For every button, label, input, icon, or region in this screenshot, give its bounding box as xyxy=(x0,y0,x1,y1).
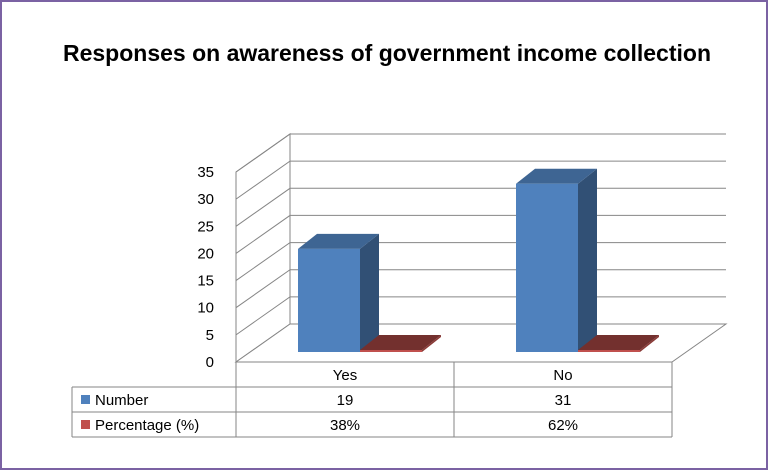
bar-top xyxy=(298,233,379,249)
y-tick-label: 25 xyxy=(197,218,214,235)
bar-number xyxy=(298,248,360,352)
x-category-label: No xyxy=(553,367,572,384)
y-tick-label: 15 xyxy=(197,273,214,290)
bar-side xyxy=(422,335,441,352)
bar-side xyxy=(360,233,379,352)
data-label: 62% xyxy=(548,417,578,434)
y-tick-label: 10 xyxy=(197,300,214,317)
y-tick-label: 35 xyxy=(197,164,214,181)
bar-percentage xyxy=(360,350,422,352)
y-tick-label: 30 xyxy=(197,191,214,208)
chart-title: Responses on awareness of government inc… xyxy=(62,40,711,66)
gridline xyxy=(235,133,726,173)
y-tick-label: 5 xyxy=(206,327,214,344)
bar-percentage xyxy=(578,350,640,352)
legend-label: Percentage (%) xyxy=(95,417,199,434)
gridline xyxy=(235,187,726,227)
data-label: 19 xyxy=(337,392,354,409)
y-tick-label: 20 xyxy=(197,245,214,262)
legend-key xyxy=(81,395,90,404)
bar-top xyxy=(578,335,659,350)
x-category-label: Yes xyxy=(333,367,357,384)
bar-side xyxy=(578,168,597,352)
bar-top xyxy=(516,168,597,184)
y-tick-label: 0 xyxy=(206,354,214,371)
legend-label: Number xyxy=(95,392,148,409)
data-label: 38% xyxy=(330,417,360,434)
legend-key xyxy=(81,420,90,429)
gridline xyxy=(235,160,726,200)
bar-top xyxy=(360,335,441,350)
bar-side xyxy=(640,335,659,352)
data-label: 31 xyxy=(555,392,572,409)
bar-number xyxy=(516,183,578,352)
